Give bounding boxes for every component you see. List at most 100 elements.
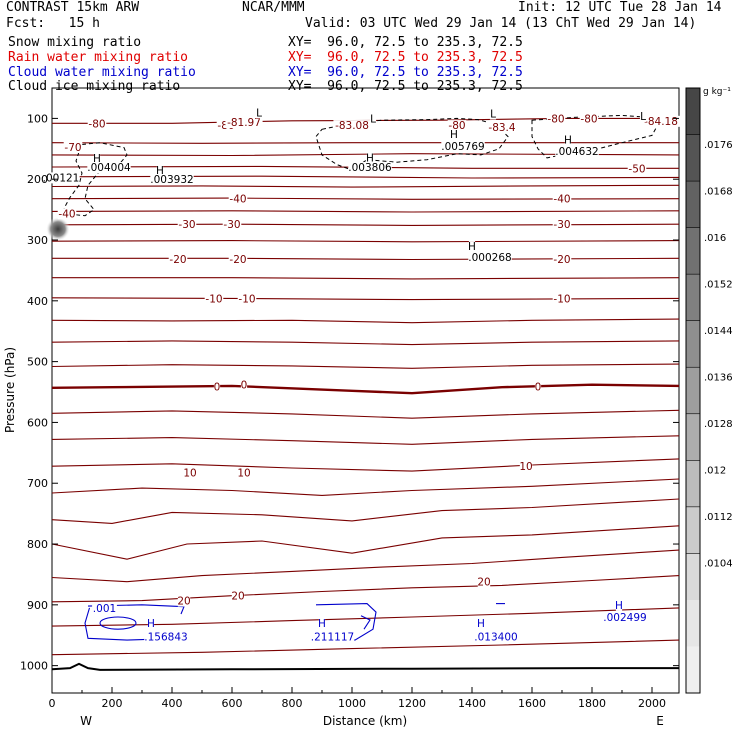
temp-label-bg-28 (519, 461, 533, 473)
ice-label-bg-11 (441, 140, 485, 152)
forecast-hour: Fcst: 15 h (6, 16, 100, 31)
cloud-label-bg-3 (318, 618, 326, 630)
temp-contour--40-6 (51, 197, 680, 200)
ice-label-bg-9 (348, 162, 392, 174)
temp-contour--10-13 (51, 318, 680, 324)
ice-label-15: .000268 (468, 252, 511, 264)
cloud-label-2: .156843 (144, 631, 187, 643)
colorbar-label-8: .0112 (704, 512, 733, 523)
cloud-label-bg-6 (474, 631, 518, 643)
colorbar-label-7: .012 (704, 466, 726, 477)
colorbar-label-9: .0104 (704, 559, 733, 570)
x-end-label-west: W (80, 714, 92, 728)
ice-label-1: L (370, 113, 376, 125)
temp-label-23: 0 (214, 382, 221, 394)
temp-label-10: -50 (628, 163, 645, 175)
field-xy-cloud-water: XY= 96.0, 72.5 to 235.3, 72.5 (288, 65, 523, 80)
x-tick-label-1600: 1600 (518, 697, 546, 710)
temp-contour-20-26 (51, 639, 680, 656)
y-tick-label-300: 300 (27, 234, 48, 247)
temp-contour--10-12 (51, 297, 680, 301)
temp-label-bg-20 (204, 293, 224, 305)
colorbar-swatch-9 (686, 506, 700, 554)
ice-label-bg-0 (255, 107, 263, 119)
temp-contour-20-25 (51, 607, 680, 627)
temp-label-6: -80 (547, 113, 564, 125)
temp-label-bg-15 (222, 219, 242, 231)
temp-label-9: -70 (64, 142, 81, 154)
y-tick-label-100: 100 (27, 112, 48, 125)
colorbar-swatch-11 (686, 599, 700, 647)
temp-label-17: -20 (169, 254, 186, 266)
colorbar-frame (685, 87, 701, 694)
temp-contour--10-14 (51, 340, 680, 346)
x-tick-label-800: 800 (282, 697, 303, 710)
x-tick-label-200: 200 (102, 697, 123, 710)
colorbar-label-4: .0144 (704, 326, 733, 337)
ice-label-3: L (640, 111, 646, 123)
center-name: NCAR/MMM (242, 0, 305, 15)
field-name-rain: Rain water mixing ratio (8, 50, 189, 65)
ice-label-bg-10 (450, 129, 458, 141)
snow-mixing-blob (46, 217, 70, 242)
x-tick-label-1800: 1800 (578, 697, 606, 710)
temp-label-25: 0 (535, 382, 542, 394)
ice-label-bg-7 (150, 174, 194, 186)
temp-label-bg-9 (63, 141, 83, 153)
ice-label-5: .004004 (87, 162, 131, 174)
temp-label-8: -84.18 (644, 116, 678, 128)
temp-label-bg-6 (546, 113, 566, 125)
cloud-label-5: H (477, 618, 485, 630)
ice-label-14: H (468, 241, 476, 253)
temp-label-bg-27 (237, 467, 251, 479)
temp-contour-0-16 (51, 383, 680, 395)
ice-label-7: .003932 (150, 174, 193, 186)
colorbar-label-0: .0176 (704, 140, 733, 151)
ice-label-bg-14 (468, 241, 476, 253)
x-tick-label-2000: 2000 (638, 697, 666, 710)
x-tick-label-0: 0 (49, 697, 56, 710)
temp-label-22: -10 (553, 293, 570, 305)
temp-label-bg-30 (231, 590, 245, 602)
y-tick-label-200: 200 (27, 173, 48, 186)
temp-contour--10-11 (52, 277, 680, 280)
colorbar-swatch-1 (686, 134, 700, 182)
temp-label-31: 20 (477, 577, 490, 589)
field-name-cloud-ice: Cloud ice mixing ratio (8, 79, 181, 94)
cloud-label-7: H (615, 600, 623, 612)
ice-label-bg-8 (366, 152, 374, 164)
colorbar-swatch-8 (686, 460, 700, 508)
y-tick-label-1000: 1000 (20, 660, 48, 673)
model-title: CONTRAST 15km ARW (6, 0, 140, 15)
temp-label-bg-11 (57, 208, 77, 220)
cloud-label-bg-2 (144, 631, 188, 643)
temp-label-bg-29 (177, 595, 191, 607)
temp-contour--10-15 (51, 363, 680, 369)
ice-label-2: L (490, 109, 496, 121)
ice-contour-far (531, 114, 659, 159)
temp-label-bg-8 (642, 115, 680, 127)
temp-label-28: 10 (519, 461, 532, 473)
ice-label-bg-6 (156, 165, 164, 177)
temp-label-14: -30 (178, 219, 195, 231)
x-tick-label-1400: 1400 (458, 697, 486, 710)
colorbar-swatch-2 (686, 181, 700, 229)
temp-contour--30-7 (51, 210, 680, 213)
ice-label-11: .005769 (441, 141, 484, 153)
temp-label-20: -10 (205, 293, 222, 305)
ice-label-12: H (564, 135, 572, 147)
field-name-cloud-water: Cloud water mixing ratio (8, 65, 196, 80)
ice-label-6: H (156, 165, 164, 177)
temp-label-24: 0 (241, 380, 248, 392)
temp-label-bg-22 (552, 293, 572, 305)
ice-label-16: .00121 (43, 172, 80, 184)
temp-label-bg-25 (534, 381, 542, 393)
temp-label-bg-13 (552, 193, 572, 205)
ice-label-4: H (93, 153, 101, 165)
y-tick-label-800: 800 (27, 538, 48, 551)
valid-time: Valid: 03 UTC Wed 29 Jan 14 (13 ChT Wed … (305, 16, 697, 31)
temp-label-11: -40 (58, 208, 75, 220)
ice-label-8: H (366, 152, 374, 164)
temp-label-bg-0 (87, 118, 107, 130)
y-tick-label-900: 900 (27, 599, 48, 612)
